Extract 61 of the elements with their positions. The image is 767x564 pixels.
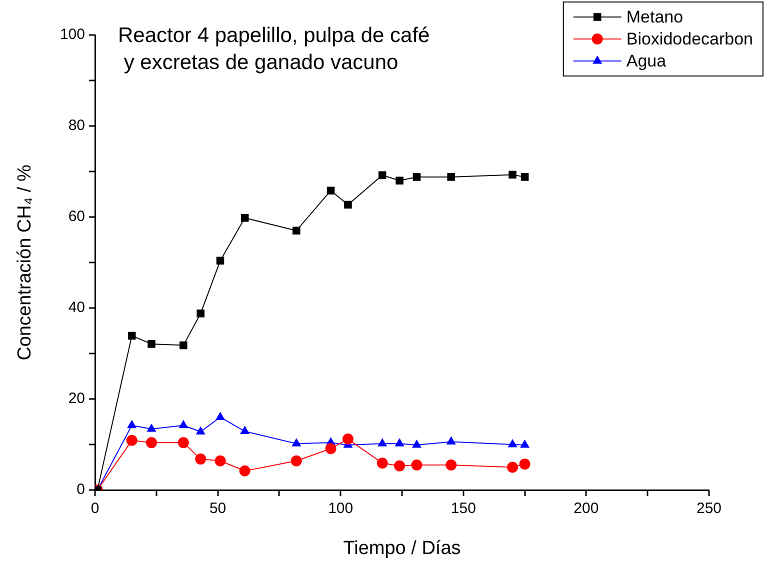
point bbox=[148, 340, 156, 348]
point bbox=[342, 434, 354, 445]
y-tick-label: 40 bbox=[68, 299, 85, 316]
point bbox=[214, 455, 226, 466]
x-tick-label: 200 bbox=[574, 500, 599, 518]
point bbox=[178, 437, 189, 448]
point bbox=[446, 459, 457, 470]
point bbox=[394, 438, 404, 446]
x-tick-label: 250 bbox=[696, 500, 722, 518]
point bbox=[180, 341, 188, 350]
point bbox=[196, 426, 206, 435]
point bbox=[507, 462, 518, 473]
point bbox=[411, 459, 422, 470]
point bbox=[240, 426, 250, 434]
y-tick-label: 100 bbox=[60, 26, 85, 44]
point bbox=[394, 460, 406, 472]
point bbox=[344, 200, 352, 209]
point bbox=[196, 310, 204, 318]
legend-label: Agua bbox=[626, 52, 667, 71]
point bbox=[520, 439, 530, 448]
point bbox=[446, 436, 456, 445]
point bbox=[127, 420, 137, 428]
point bbox=[126, 434, 138, 446]
point bbox=[239, 465, 250, 476]
point bbox=[240, 214, 249, 222]
point bbox=[508, 439, 518, 448]
point bbox=[146, 424, 156, 432]
point bbox=[447, 173, 456, 181]
x-tick-label: 150 bbox=[450, 500, 476, 518]
point bbox=[376, 458, 388, 469]
point bbox=[325, 443, 336, 454]
point bbox=[290, 455, 302, 466]
point bbox=[520, 173, 529, 181]
point bbox=[216, 256, 224, 265]
point bbox=[378, 438, 388, 446]
point bbox=[215, 412, 226, 420]
chart-title: Reactor 4 papelillo, pulpa de café y excretas de ganado vacuno bbox=[118, 24, 430, 74]
x-tick-label: 0 bbox=[90, 500, 100, 518]
point bbox=[396, 176, 404, 184]
point bbox=[508, 170, 516, 179]
point bbox=[146, 437, 157, 448]
y-axis-title: Concentración CH₄ / % bbox=[14, 164, 36, 360]
point bbox=[412, 173, 421, 181]
x-tick-label: 50 bbox=[209, 500, 226, 518]
point bbox=[178, 420, 188, 428]
y-tick-label: 80 bbox=[68, 117, 85, 134]
y-tick-label: 20 bbox=[68, 390, 85, 408]
point bbox=[326, 186, 335, 194]
x-tick-label: 100 bbox=[328, 500, 354, 518]
point bbox=[195, 454, 206, 465]
y-tick-label: 0 bbox=[76, 481, 85, 498]
point bbox=[292, 438, 302, 446]
point bbox=[519, 458, 530, 470]
legend-label: Metano bbox=[626, 8, 684, 27]
point bbox=[412, 439, 422, 448]
point bbox=[292, 226, 300, 235]
legend-label: Bioxidodecarbon bbox=[626, 30, 754, 49]
point bbox=[128, 332, 136, 340]
point bbox=[378, 171, 386, 180]
x-axis-title: Tiempo / Días bbox=[343, 538, 461, 559]
y-tick-label: 60 bbox=[68, 208, 85, 226]
